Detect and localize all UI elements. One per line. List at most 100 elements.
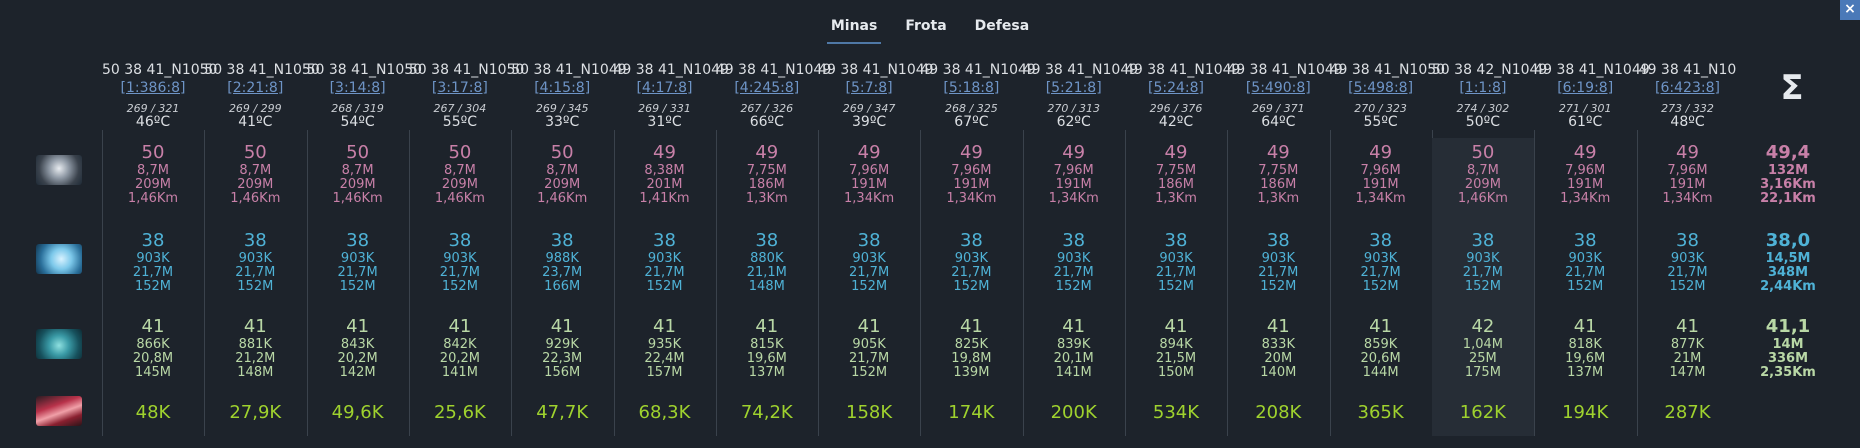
crystal-production-a: 903K <box>954 251 989 266</box>
planet-fields: 270 / 313 <box>1047 102 1101 115</box>
planet-coords-link[interactable]: [3:14:8] <box>329 80 386 96</box>
crystal-production-a: 903K <box>1363 251 1398 266</box>
close-button[interactable]: × <box>1840 0 1860 20</box>
deuterium-cell: 41 894K 21,5M 150M <box>1125 310 1227 396</box>
metal-production-a: 7,75M <box>746 163 787 178</box>
planet-temperature: 46ºC <box>135 114 171 130</box>
planet-fields: 269 / 345 <box>535 102 589 115</box>
tab-minas[interactable]: Minas <box>826 16 882 44</box>
metal-mine-level: 49 <box>1573 142 1597 163</box>
metal-production-b: 191M <box>1567 177 1604 192</box>
crystal-production-c: 166M <box>544 279 581 294</box>
metal-production-b: 209M <box>1464 177 1501 192</box>
deuterium-mine-level: 42 <box>1471 316 1495 337</box>
deuterium-production-b: 20,6M <box>1360 351 1401 366</box>
planet-fields: 271 / 301 <box>1558 102 1612 115</box>
metal-production-b: 209M <box>237 177 274 192</box>
metal-production-a: 8,7M <box>137 163 169 178</box>
planet-temperature: 61ºC <box>1568 114 1603 130</box>
tab-defesa[interactable]: Defesa <box>974 18 1030 34</box>
deuterium-mine-level: 41 <box>1676 316 1699 337</box>
energy-value: 365K <box>1357 402 1404 423</box>
crystal-production-b: 21,7M <box>1667 265 1708 280</box>
planet-coords-link[interactable]: [4:17:8] <box>636 80 693 96</box>
metal-mine-level: 49 <box>1164 142 1188 163</box>
deuterium-production-a: 842K <box>443 337 477 352</box>
crystal-production-a: 903K <box>852 251 886 266</box>
planet-coords-link[interactable]: [5:498:8] <box>1348 80 1414 96</box>
crystal-cell: 38 903K 21,7M 152M <box>102 224 204 310</box>
deuterium-cell: 41 842K 20,2M 141M <box>409 310 511 396</box>
deuterium-production-b: 20M <box>1264 351 1293 366</box>
metal-production-c: 1,34Km <box>946 191 997 206</box>
crystal-production-c: 152M <box>953 279 990 294</box>
planet-coords-link[interactable]: [5:21:8] <box>1045 80 1102 96</box>
deuterium-cell: 41 905K 21,7M 152M <box>818 310 920 396</box>
energy-value: 74,2K <box>740 402 793 423</box>
planet-column: 50 38 41_N1050 [1:386:8] 269 / 321 46ºC 50 8,… <box>102 60 217 438</box>
planet-coords-link[interactable]: [1:386:8] <box>120 80 186 96</box>
metal-production-b: 191M <box>1669 177 1706 192</box>
crystal-production-c: 152M <box>646 279 683 294</box>
crystal-production-a: 903K <box>340 251 375 266</box>
deuterium-mine-level: 41 <box>959 316 983 337</box>
planet-coords-link[interactable]: [1:1:8] <box>1459 80 1507 96</box>
planet-name: 49 38 41_N1049 <box>1227 62 1343 78</box>
planet-name: 49 38 41_N1049 <box>1125 62 1241 78</box>
planet-coords-link[interactable]: [6:19:8] <box>1557 80 1614 96</box>
deuterium-production-a: 825K <box>954 337 989 352</box>
planet-coords-link[interactable]: [5:490:8] <box>1245 80 1311 96</box>
metal-cell: 50 8,7M 209M 1,46Km <box>204 138 306 224</box>
crystal-production-b: 21,7M <box>235 265 276 280</box>
planet-temperature: 62ºC <box>1056 114 1091 130</box>
crystal-production-c: 152M <box>237 279 274 294</box>
column-divider <box>1125 130 1126 436</box>
energy-value: 162K <box>1459 402 1506 423</box>
metal-mine-level: 50 <box>448 142 472 163</box>
energy-value: 68,3K <box>638 402 691 423</box>
deuterium-production-b: 21M <box>1673 351 1702 366</box>
planet-coords-link[interactable]: [5:18:8] <box>943 80 1000 96</box>
energy-cell: 287K <box>1637 396 1739 436</box>
planet-fields: 274 / 302 <box>1456 102 1510 115</box>
deuterium-production-c: 141M <box>1055 365 1092 380</box>
deuterium-production-c: 140M <box>1260 365 1297 380</box>
planet-coords-link[interactable]: [2:21:8] <box>227 80 284 96</box>
metal-cell: 49 7,96M 191M 1,34Km <box>1534 138 1636 224</box>
sum-icon: Σ <box>1780 68 1804 108</box>
metal-cell: 50 8,7M 209M 1,46Km <box>409 138 511 224</box>
metal-mine-level: 50 <box>1471 142 1495 163</box>
planet-temperature: 39ºC <box>852 114 887 130</box>
metal-production-a: 7,96M <box>951 163 992 178</box>
deuterium-production-b: 21,2M <box>235 351 276 366</box>
metal-production-a: 7,96M <box>1565 163 1606 178</box>
summary-crystal: 38,0 14,5M 348M 2,44Km <box>1737 224 1839 310</box>
deuterium-production-a: 818K <box>1568 337 1602 352</box>
planet-coords-link[interactable]: [3:17:8] <box>431 80 488 96</box>
planet-coords-link[interactable]: [5:24:8] <box>1148 80 1204 96</box>
deuterium-cell: 41 815K 19,6M 137M <box>716 310 818 396</box>
planet-name: 49 38 41_N1050 <box>1329 62 1446 78</box>
column-divider <box>204 130 206 436</box>
planet-name: 50 38 41_N1049 <box>511 62 627 78</box>
planet-temperature: 66ºC <box>749 114 784 130</box>
planet-name: 50 38 41_N1050 <box>204 62 320 78</box>
crystal-production-b: 21,7M <box>132 265 174 280</box>
metal-production-b: 191M <box>851 177 888 192</box>
metal-cell: 49 7,96M 191M 1,34Km <box>920 138 1022 224</box>
deuterium-production-c: 147M <box>1669 365 1706 380</box>
planet-coords-link[interactable]: [4:245:8] <box>734 80 800 96</box>
deuterium-production-a: 935K <box>647 337 682 352</box>
planet-coords-link[interactable]: [4:15:8] <box>534 80 591 96</box>
deuterium-production-a: 905K <box>852 337 886 352</box>
planet-column: 49 38 41_N10 [6:423:8] 273 / 332 48ºC 49 7,96… <box>1636 60 1739 438</box>
planet-coords-link[interactable]: [6:423:8] <box>1655 80 1720 96</box>
metal-production-b: 209M <box>441 177 478 192</box>
metal-production-c: 1,3Km <box>1155 191 1197 206</box>
planet-coords-link[interactable]: [5:7:8] <box>845 80 893 96</box>
crystal-production-a: 903K <box>1159 251 1193 266</box>
energy-cell: 194K <box>1534 396 1636 436</box>
tab-frota[interactable]: Frota <box>905 18 947 34</box>
deuterium-production-b: 19,6M <box>1565 351 1606 366</box>
planet-name: 49 38 41_N1049 <box>613 62 729 78</box>
